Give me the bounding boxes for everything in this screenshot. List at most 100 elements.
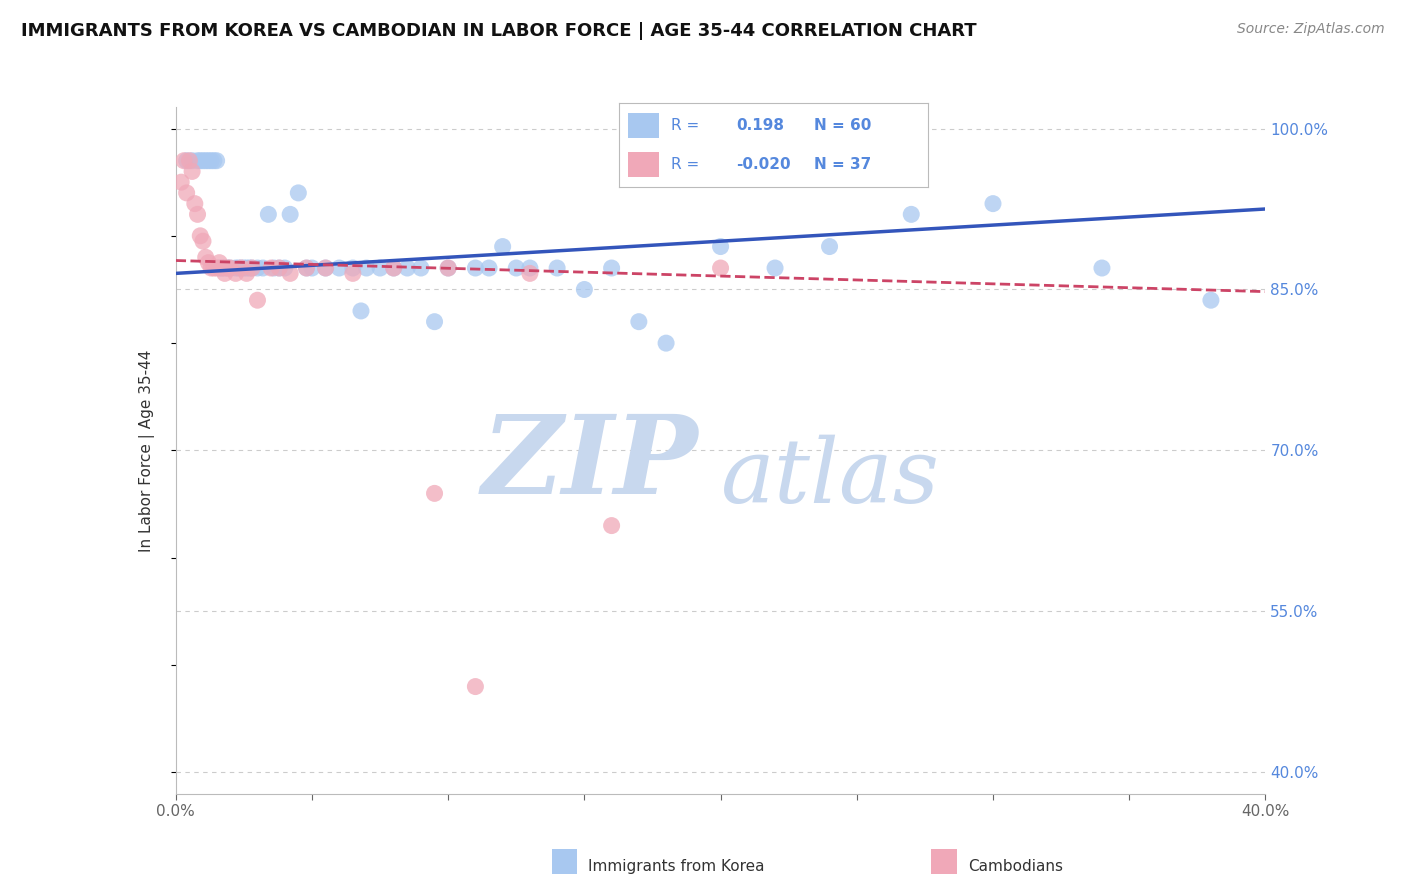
Point — [818, 239, 841, 253]
Point — [710, 239, 733, 253]
Point — [260, 260, 283, 275]
Point — [205, 260, 228, 275]
Point — [211, 260, 233, 275]
Point — [240, 260, 263, 275]
Text: R =: R = — [671, 157, 699, 172]
Text: R =: R = — [671, 118, 699, 133]
Point — [170, 175, 193, 189]
Point — [181, 164, 204, 178]
Point — [246, 293, 269, 308]
Point — [981, 196, 1004, 211]
Point — [396, 260, 419, 275]
Point — [342, 260, 364, 275]
Point — [301, 260, 323, 275]
Point — [342, 266, 364, 280]
Point — [231, 260, 253, 275]
Point — [219, 260, 242, 275]
Point — [437, 260, 460, 275]
Point — [235, 266, 257, 280]
Point — [900, 207, 922, 221]
Point — [274, 260, 297, 275]
Point — [179, 153, 201, 168]
Point — [295, 260, 318, 275]
Point — [194, 153, 217, 168]
Point — [464, 260, 486, 275]
Y-axis label: In Labor Force | Age 35-44: In Labor Force | Age 35-44 — [139, 350, 155, 551]
Text: Cambodians: Cambodians — [967, 859, 1063, 873]
Point — [240, 260, 263, 275]
Point — [208, 255, 231, 269]
Point — [184, 196, 207, 211]
Point — [382, 260, 405, 275]
Point — [214, 266, 236, 280]
Point — [328, 260, 350, 275]
Point — [208, 260, 231, 275]
Bar — [628, 152, 659, 178]
Point — [382, 260, 405, 275]
Point — [197, 153, 219, 168]
Point — [278, 207, 301, 221]
Point — [219, 260, 242, 275]
Point — [225, 260, 247, 275]
Point — [546, 260, 568, 275]
Point — [211, 260, 233, 275]
Point — [257, 207, 280, 221]
Point — [505, 260, 527, 275]
Point — [202, 260, 225, 275]
Point — [519, 266, 541, 280]
Point — [186, 207, 209, 221]
Point — [238, 260, 260, 275]
Point — [1091, 260, 1114, 275]
Point — [188, 228, 211, 243]
Point — [600, 518, 623, 533]
Point — [478, 260, 501, 275]
Point — [186, 153, 209, 168]
Point — [197, 255, 219, 269]
Text: IMMIGRANTS FROM KOREA VS CAMBODIAN IN LABOR FORCE | AGE 35-44 CORRELATION CHART: IMMIGRANTS FROM KOREA VS CAMBODIAN IN LA… — [21, 22, 977, 40]
Point — [437, 260, 460, 275]
Point — [574, 283, 596, 297]
Point — [269, 260, 291, 275]
Point — [191, 234, 214, 248]
Point — [655, 336, 678, 351]
Point — [200, 260, 222, 275]
Point — [287, 186, 309, 200]
Point — [315, 260, 337, 275]
Point — [181, 153, 204, 168]
Point — [231, 260, 253, 275]
Point — [232, 260, 254, 275]
Point — [200, 153, 222, 168]
Point — [368, 260, 391, 275]
Point — [263, 260, 285, 275]
Point — [235, 260, 257, 275]
Bar — [628, 112, 659, 138]
Point — [464, 680, 486, 694]
Point — [423, 486, 446, 500]
Point — [191, 153, 214, 168]
Point — [423, 315, 446, 329]
Point — [176, 153, 198, 168]
Point — [228, 260, 250, 275]
Point — [217, 260, 239, 275]
Point — [627, 315, 650, 329]
Text: Source: ZipAtlas.com: Source: ZipAtlas.com — [1237, 22, 1385, 37]
Point — [763, 260, 786, 275]
Point — [519, 260, 541, 275]
Text: -0.020: -0.020 — [737, 157, 790, 172]
Point — [315, 260, 337, 275]
Point — [173, 153, 195, 168]
Point — [356, 260, 378, 275]
Point — [600, 260, 623, 275]
Point — [205, 153, 228, 168]
Point — [492, 239, 515, 253]
Point — [409, 260, 432, 275]
Text: Immigrants from Korea: Immigrants from Korea — [588, 859, 765, 873]
Point — [217, 260, 239, 275]
Point — [188, 153, 211, 168]
Point — [252, 260, 274, 275]
Point — [202, 153, 225, 168]
Point — [269, 260, 291, 275]
Text: ZIP: ZIP — [482, 410, 699, 518]
Text: atlas: atlas — [721, 434, 939, 521]
Point — [295, 260, 318, 275]
